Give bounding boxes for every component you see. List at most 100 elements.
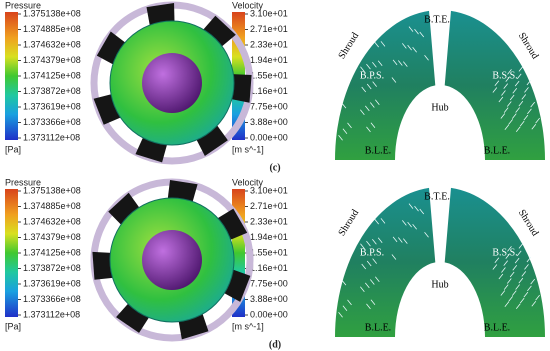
flow-vector [501, 267, 506, 273]
annotation: Shroud [516, 208, 541, 238]
annotation: Shroud [516, 31, 541, 61]
flow-vector [531, 124, 537, 130]
flow-vector [372, 81, 377, 87]
colorbar-label: 3.10e+01 [250, 185, 288, 195]
annotation: B.T.E. [424, 191, 450, 202]
flow-vector [366, 303, 371, 310]
flow-vector [392, 59, 398, 66]
flow-vector [370, 299, 376, 306]
colorbar-label: 1.374885e+08 [23, 201, 81, 211]
flow-vector [403, 61, 408, 67]
flow-vector [512, 264, 518, 271]
colorbar-label: 1.373619e+08 [23, 101, 81, 111]
flow-vector [514, 80, 520, 87]
flow-vector [412, 224, 417, 230]
colorbar-label: 3.10e+01 [250, 8, 288, 18]
flow-vector [512, 87, 518, 94]
flow-vector [366, 83, 372, 90]
colorbar-label: 0.00e+00 [250, 309, 288, 319]
annotation: B.P.S. [360, 70, 384, 81]
colorbar-title: Pressure [5, 177, 41, 187]
flow-vector [369, 102, 375, 108]
flow-vector [402, 220, 407, 226]
annotation: Hub [431, 102, 448, 113]
flow-vector [503, 83, 509, 89]
flow-vector [516, 250, 522, 257]
flow-vector [380, 218, 386, 224]
annotation: B.L.E. [484, 145, 510, 156]
flow-vector [507, 69, 512, 75]
flow-vector [503, 260, 509, 266]
caption: (c) [269, 162, 280, 173]
colorbar-label: 1.375138e+08 [23, 8, 81, 18]
flow-vector [524, 264, 529, 270]
colorbar-label: 1.16e+01 [250, 263, 288, 273]
annotation: B.S.S. [492, 70, 517, 81]
flow-vector [424, 55, 429, 61]
flow-vector [518, 66, 524, 72]
colorbar-label: 1.373112e+08 [23, 309, 80, 319]
annotation: Shroud [337, 31, 362, 61]
colorbar-title: Pressure [5, 0, 41, 10]
flow-vector [516, 73, 522, 80]
flow-vector [515, 126, 521, 132]
flow-vector [505, 76, 511, 82]
annotation: B.L.E. [365, 322, 391, 333]
flow-vector [347, 122, 352, 129]
flow-vector [519, 297, 525, 304]
colorbar-label: 0.00e+00 [250, 132, 288, 142]
flow-vector [342, 305, 348, 312]
flow-vector [412, 47, 417, 53]
flow-vector [527, 108, 532, 115]
flow-vector [397, 237, 403, 243]
flow-vector [372, 61, 377, 68]
flow-vector [414, 205, 419, 212]
flow-vector [364, 282, 370, 289]
colorbar-label: 1.55e+01 [250, 70, 288, 80]
colorbar-label: 1.374885e+08 [23, 24, 81, 34]
colorbar-label: 1.373112e+08 [23, 132, 80, 142]
flow-vector [504, 124, 510, 130]
flow-vector [524, 87, 529, 93]
flow-vector [419, 208, 425, 215]
colorbar-label: 1.94e+01 [250, 232, 288, 242]
flow-vector [530, 101, 535, 108]
flow-vector [338, 135, 343, 141]
flow-vector [514, 257, 520, 264]
flow-vector [505, 253, 511, 259]
flow-vector [519, 120, 525, 127]
colorbar-label: 1.16e+01 [250, 86, 288, 96]
flow-vector [342, 128, 348, 135]
flow-vector [380, 41, 386, 47]
flow-vector [492, 264, 498, 270]
flow-vector [518, 277, 524, 284]
flow-vector [515, 284, 520, 290]
flow-vector [511, 113, 517, 119]
flow-vector [504, 301, 510, 307]
flow-vector [414, 28, 419, 35]
annotation: B.L.E. [484, 322, 510, 333]
annotation: B.T.E. [424, 14, 450, 25]
colorbar-label: 2.33e+01 [250, 216, 288, 226]
colorbar-label: 1.373366e+08 [23, 117, 81, 127]
caption: (d) [269, 339, 281, 350]
flow-vector [360, 109, 365, 116]
flow-vector [521, 94, 527, 100]
flow-vector [419, 31, 425, 38]
flow-vector [508, 119, 513, 125]
flow-vector [338, 312, 343, 318]
flow-vector [523, 291, 529, 298]
colorbar-label: 7.75e+00 [250, 101, 288, 111]
flow-vector [366, 126, 371, 133]
flow-vector [424, 232, 429, 238]
colorbar [5, 189, 18, 317]
colorbar-label: 1.373366e+08 [23, 294, 81, 304]
flow-vector [503, 107, 509, 113]
flow-vector [500, 113, 506, 119]
flow-vector [530, 278, 535, 285]
flow-vector [403, 238, 408, 244]
flow-vector [402, 43, 407, 49]
flow-vector [535, 117, 540, 124]
